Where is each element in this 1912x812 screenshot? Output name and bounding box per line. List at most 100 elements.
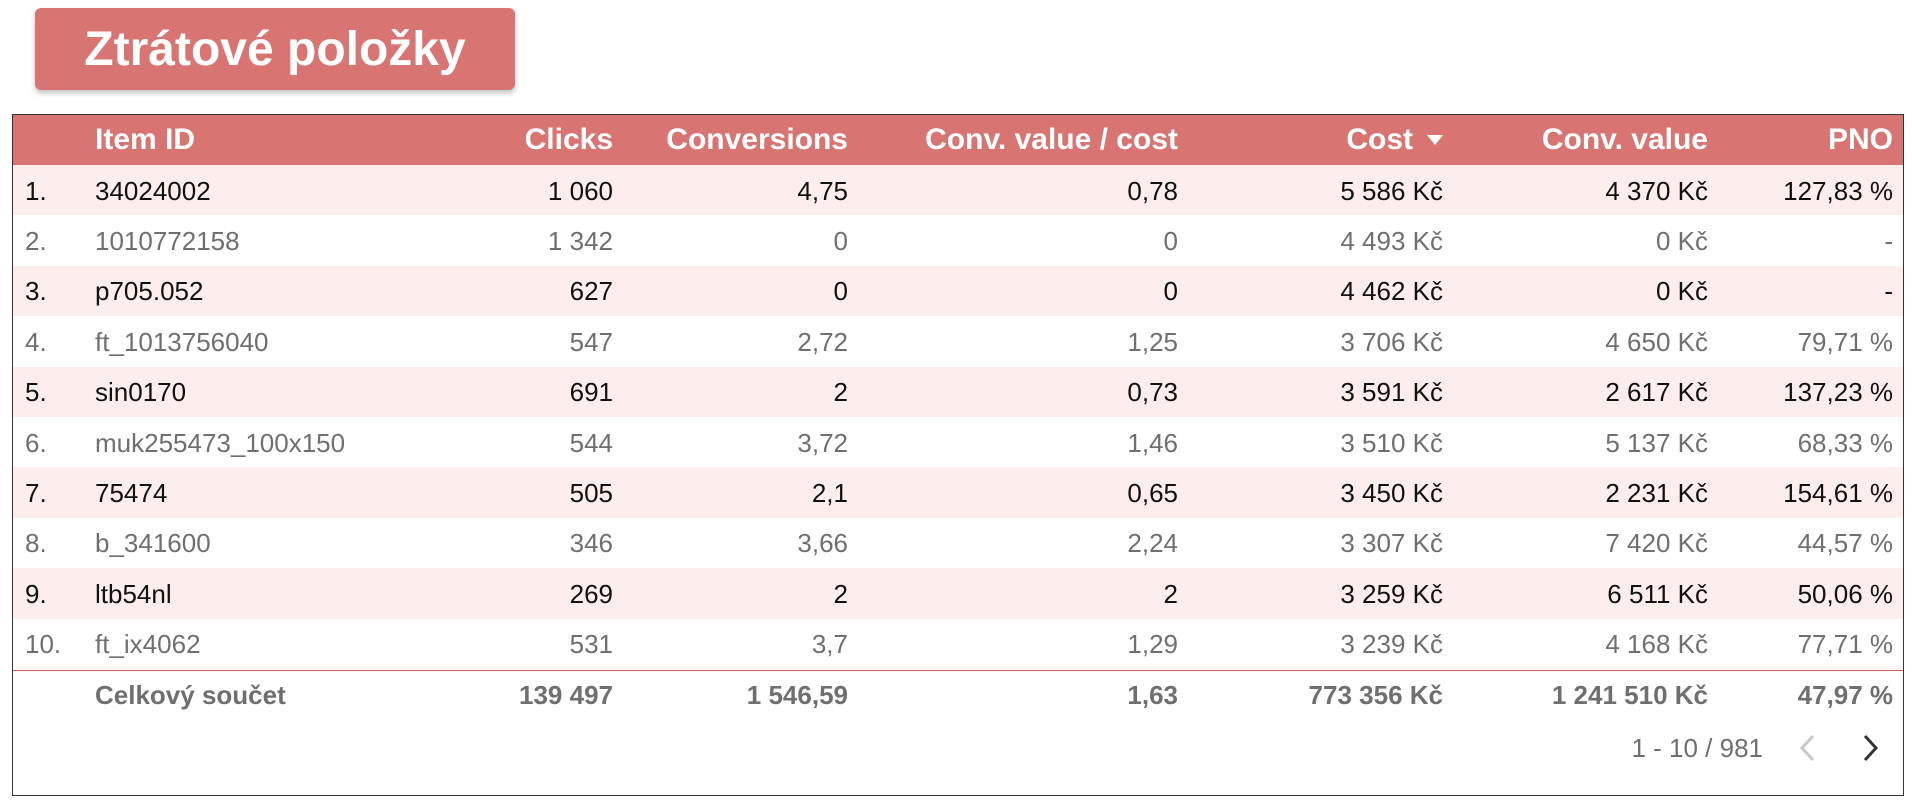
table-row[interactable]: 9. ltb54nl 269 2 2 3 259 Kč 6 511 Kč 50,06 % [13,568,1903,621]
cell-conversions: 2,1 [811,477,848,508]
cell-clicks: 1 342 [547,225,613,256]
total-conversions: 1 546,59 [746,679,848,710]
cell-cost: 3 706 Kč [1340,326,1443,357]
cell-conv-value-cost: 0,65 [1127,477,1178,508]
cell-conv-value-cost: 1,46 [1127,427,1178,458]
table-row[interactable]: 7. 75474 505 2,1 0,65 3 450 Kč 2 231 Kč 154,61 … [13,467,1903,520]
header-pno[interactable]: PNO [1827,123,1893,156]
row-index: 2. [25,225,47,256]
row-index: 1. [25,175,47,206]
cell-item-id: ft_ix4062 [95,629,201,660]
table-header: Item ID Clicks Conversions Conv. value /… [13,115,1903,165]
cell-cost: 3 450 Kč [1340,477,1443,508]
cell-pno: 79,71 % [1797,326,1893,357]
cell-item-id: muk255473_100x150 [95,427,346,458]
cell-conversions: 4,75 [797,175,848,206]
cell-item-id: sin0170 [95,377,187,408]
cell-conv-value-cost: 0 [1163,276,1178,307]
page-title: Ztrátové položky [35,8,515,90]
cell-cost: 5 586 Kč [1340,175,1443,206]
header-cost-label: Cost [1346,123,1413,156]
cell-cost: 4 493 Kč [1340,225,1443,256]
row-index: 10. [25,629,62,660]
cell-conversions: 3,7 [811,629,848,660]
chevron-left-icon[interactable] [1793,733,1823,763]
header-conversions[interactable]: Conversions [666,123,848,156]
total-pno: 47,97 % [1797,679,1893,710]
cell-conv-value-cost: 0,73 [1127,377,1178,408]
cell-item-id: p705.052 [95,276,204,307]
cell-cost: 3 591 Kč [1340,377,1443,408]
header-cost[interactable]: Cost [1193,115,1443,165]
cell-cost: 3 259 Kč [1340,578,1443,609]
cell-conv-value-cost: 1,25 [1127,326,1178,357]
table-row[interactable]: 2. 1010772158 1 342 0 0 4 493 Kč 0 Kč - [13,215,1903,268]
cell-conv-value: 0 Kč [1655,225,1708,256]
cell-conversions: 3,72 [797,427,848,458]
row-index: 9. [25,578,47,609]
cell-clicks: 531 [569,629,613,660]
total-cost: 773 356 Kč [1308,679,1443,710]
cell-conv-value: 5 137 Kč [1605,427,1708,458]
cell-item-id: ltb54nl [95,578,172,609]
chevron-right-icon[interactable] [1855,733,1885,763]
table-row[interactable]: 5. sin0170 691 2 0,73 3 591 Kč 2 617 Kč 137,23 … [13,366,1903,419]
cell-conv-value: 4 168 Kč [1605,629,1708,660]
cell-item-id: 1010772158 [95,225,240,256]
table-row[interactable]: 3. p705.052 627 0 0 4 462 Kč 0 Kč - [13,265,1903,318]
table-row[interactable]: 1. 34024002 1 060 4,75 0,78 5 586 Kč 4 370 Kč 1… [13,165,1903,217]
cell-conversions: 0 [833,225,848,256]
table-row[interactable]: 4. ft_1013756040 547 2,72 1,25 3 706 Kč 4 650 … [13,316,1903,369]
total-conv-value-cost: 1,63 [1127,679,1178,710]
cell-conv-value-cost: 0 [1163,225,1178,256]
pagination-range: 1 - 10 / 981 [1631,732,1763,763]
cell-clicks: 505 [569,477,613,508]
data-table: Item ID Clicks Conversions Conv. value /… [12,114,1904,796]
cell-conv-value: 4 370 Kč [1605,175,1708,206]
cell-clicks: 544 [569,427,613,458]
total-clicks: 139 497 [519,679,613,710]
row-index: 6. [25,427,47,458]
table-row[interactable]: 6. muk255473_100x150 544 3,72 1,46 3 510 Kč 5 … [13,417,1903,469]
cell-pno: 50,06 % [1797,578,1893,609]
cell-item-id: b_341600 [95,528,211,559]
sort-descending-icon [1427,135,1443,145]
header-item-id[interactable]: Item ID [95,123,196,156]
row-index: 7. [25,477,47,508]
row-divider [13,669,1903,671]
cell-clicks: 1 060 [547,175,613,206]
cell-cost: 3 307 Kč [1340,528,1443,559]
cell-cost: 3 239 Kč [1340,629,1443,660]
cell-conv-value: 4 650 Kč [1605,326,1708,357]
cell-conversions: 3,66 [797,528,848,559]
cell-conv-value-cost: 2,24 [1127,528,1178,559]
header-clicks[interactable]: Clicks [524,123,613,156]
header-conv-value-cost[interactable]: Conv. value / cost [925,123,1178,156]
row-index: 8. [25,528,47,559]
cell-clicks: 691 [569,377,613,408]
cell-conv-value-cost: 0,78 [1127,175,1178,206]
cell-conv-value: 0 Kč [1655,276,1708,307]
header-conv-value[interactable]: Conv. value [1541,123,1708,156]
table-row[interactable]: 8. b_341600 346 3,66 2,24 3 307 Kč 7 420 Kč 44,… [13,517,1903,570]
cell-conversions: 2,72 [797,326,848,357]
cell-clicks: 269 [569,578,613,609]
cell-conv-value: 7 420 Kč [1605,528,1708,559]
total-conv-value: 1 241 510 Kč [1551,679,1708,710]
cell-conv-value: 2 231 Kč [1605,477,1708,508]
cell-conv-value: 6 511 Kč [1607,578,1708,609]
cell-clicks: 627 [569,276,613,307]
total-label: Celkový součet [95,679,286,710]
cell-conv-value: 2 617 Kč [1605,377,1708,408]
cell-cost: 4 462 Kč [1340,276,1443,307]
cell-item-id: 34024002 [95,175,211,206]
cell-conversions: 0 [833,276,848,307]
table-row[interactable]: 10. ft_ix4062 531 3,7 1,29 3 239 Kč 4 168 Kč 77… [13,618,1903,671]
cell-pno: 68,33 % [1797,427,1893,458]
cell-conversions: 2 [833,578,848,609]
row-index: 3. [25,276,47,307]
cell-pno: 154,61 % [1783,477,1893,508]
cell-pno: 137,23 % [1783,377,1893,408]
cell-pno: 77,71 % [1797,629,1893,660]
row-index: 4. [25,326,47,357]
